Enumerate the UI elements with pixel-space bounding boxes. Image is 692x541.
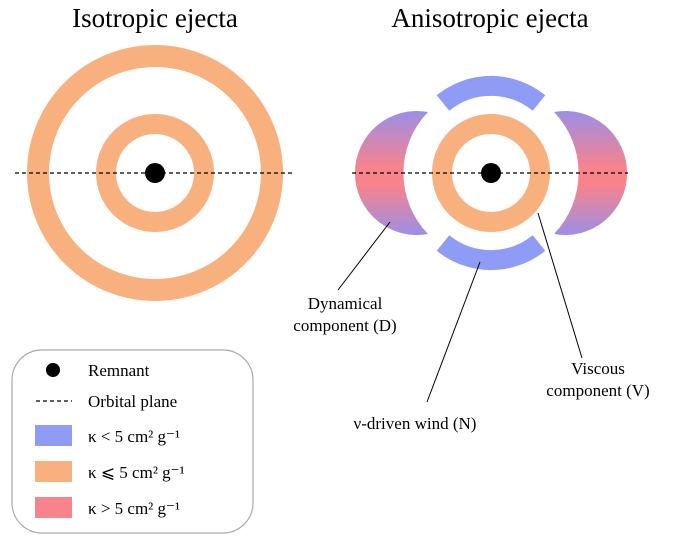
legend-box bbox=[11, 349, 254, 534]
legend-remnant bbox=[46, 363, 60, 377]
legend-label: κ < 5 cm² g⁻¹ bbox=[88, 427, 180, 446]
legend-label: κ > 5 cm² g⁻¹ bbox=[88, 499, 180, 518]
label: Viscous bbox=[571, 359, 625, 378]
legend-label: Orbital plane bbox=[88, 392, 177, 411]
remnant bbox=[145, 163, 165, 183]
remnant bbox=[481, 163, 501, 183]
label: component (V) bbox=[546, 381, 649, 400]
legend-label: κ ⩽ 5 cm² g⁻¹ bbox=[88, 463, 185, 482]
anisotropic-ejecta bbox=[354, 76, 628, 270]
title-left: Isotropic ejecta bbox=[72, 3, 238, 33]
label: Dynamical bbox=[308, 294, 383, 313]
label: component (D) bbox=[293, 316, 396, 335]
legend-swatch bbox=[35, 497, 72, 518]
leader-lines bbox=[337, 212, 583, 403]
label: ν-driven wind (N) bbox=[354, 414, 477, 433]
legend-label: Remnant bbox=[88, 361, 150, 380]
legend: Remnant Orbital plane κ < 5 cm² g⁻¹ κ ⩽ 5 c… bbox=[35, 361, 185, 518]
legend-swatch bbox=[35, 425, 72, 446]
legend-swatch bbox=[35, 461, 72, 482]
title-right: Anisotropic ejecta bbox=[391, 3, 588, 33]
